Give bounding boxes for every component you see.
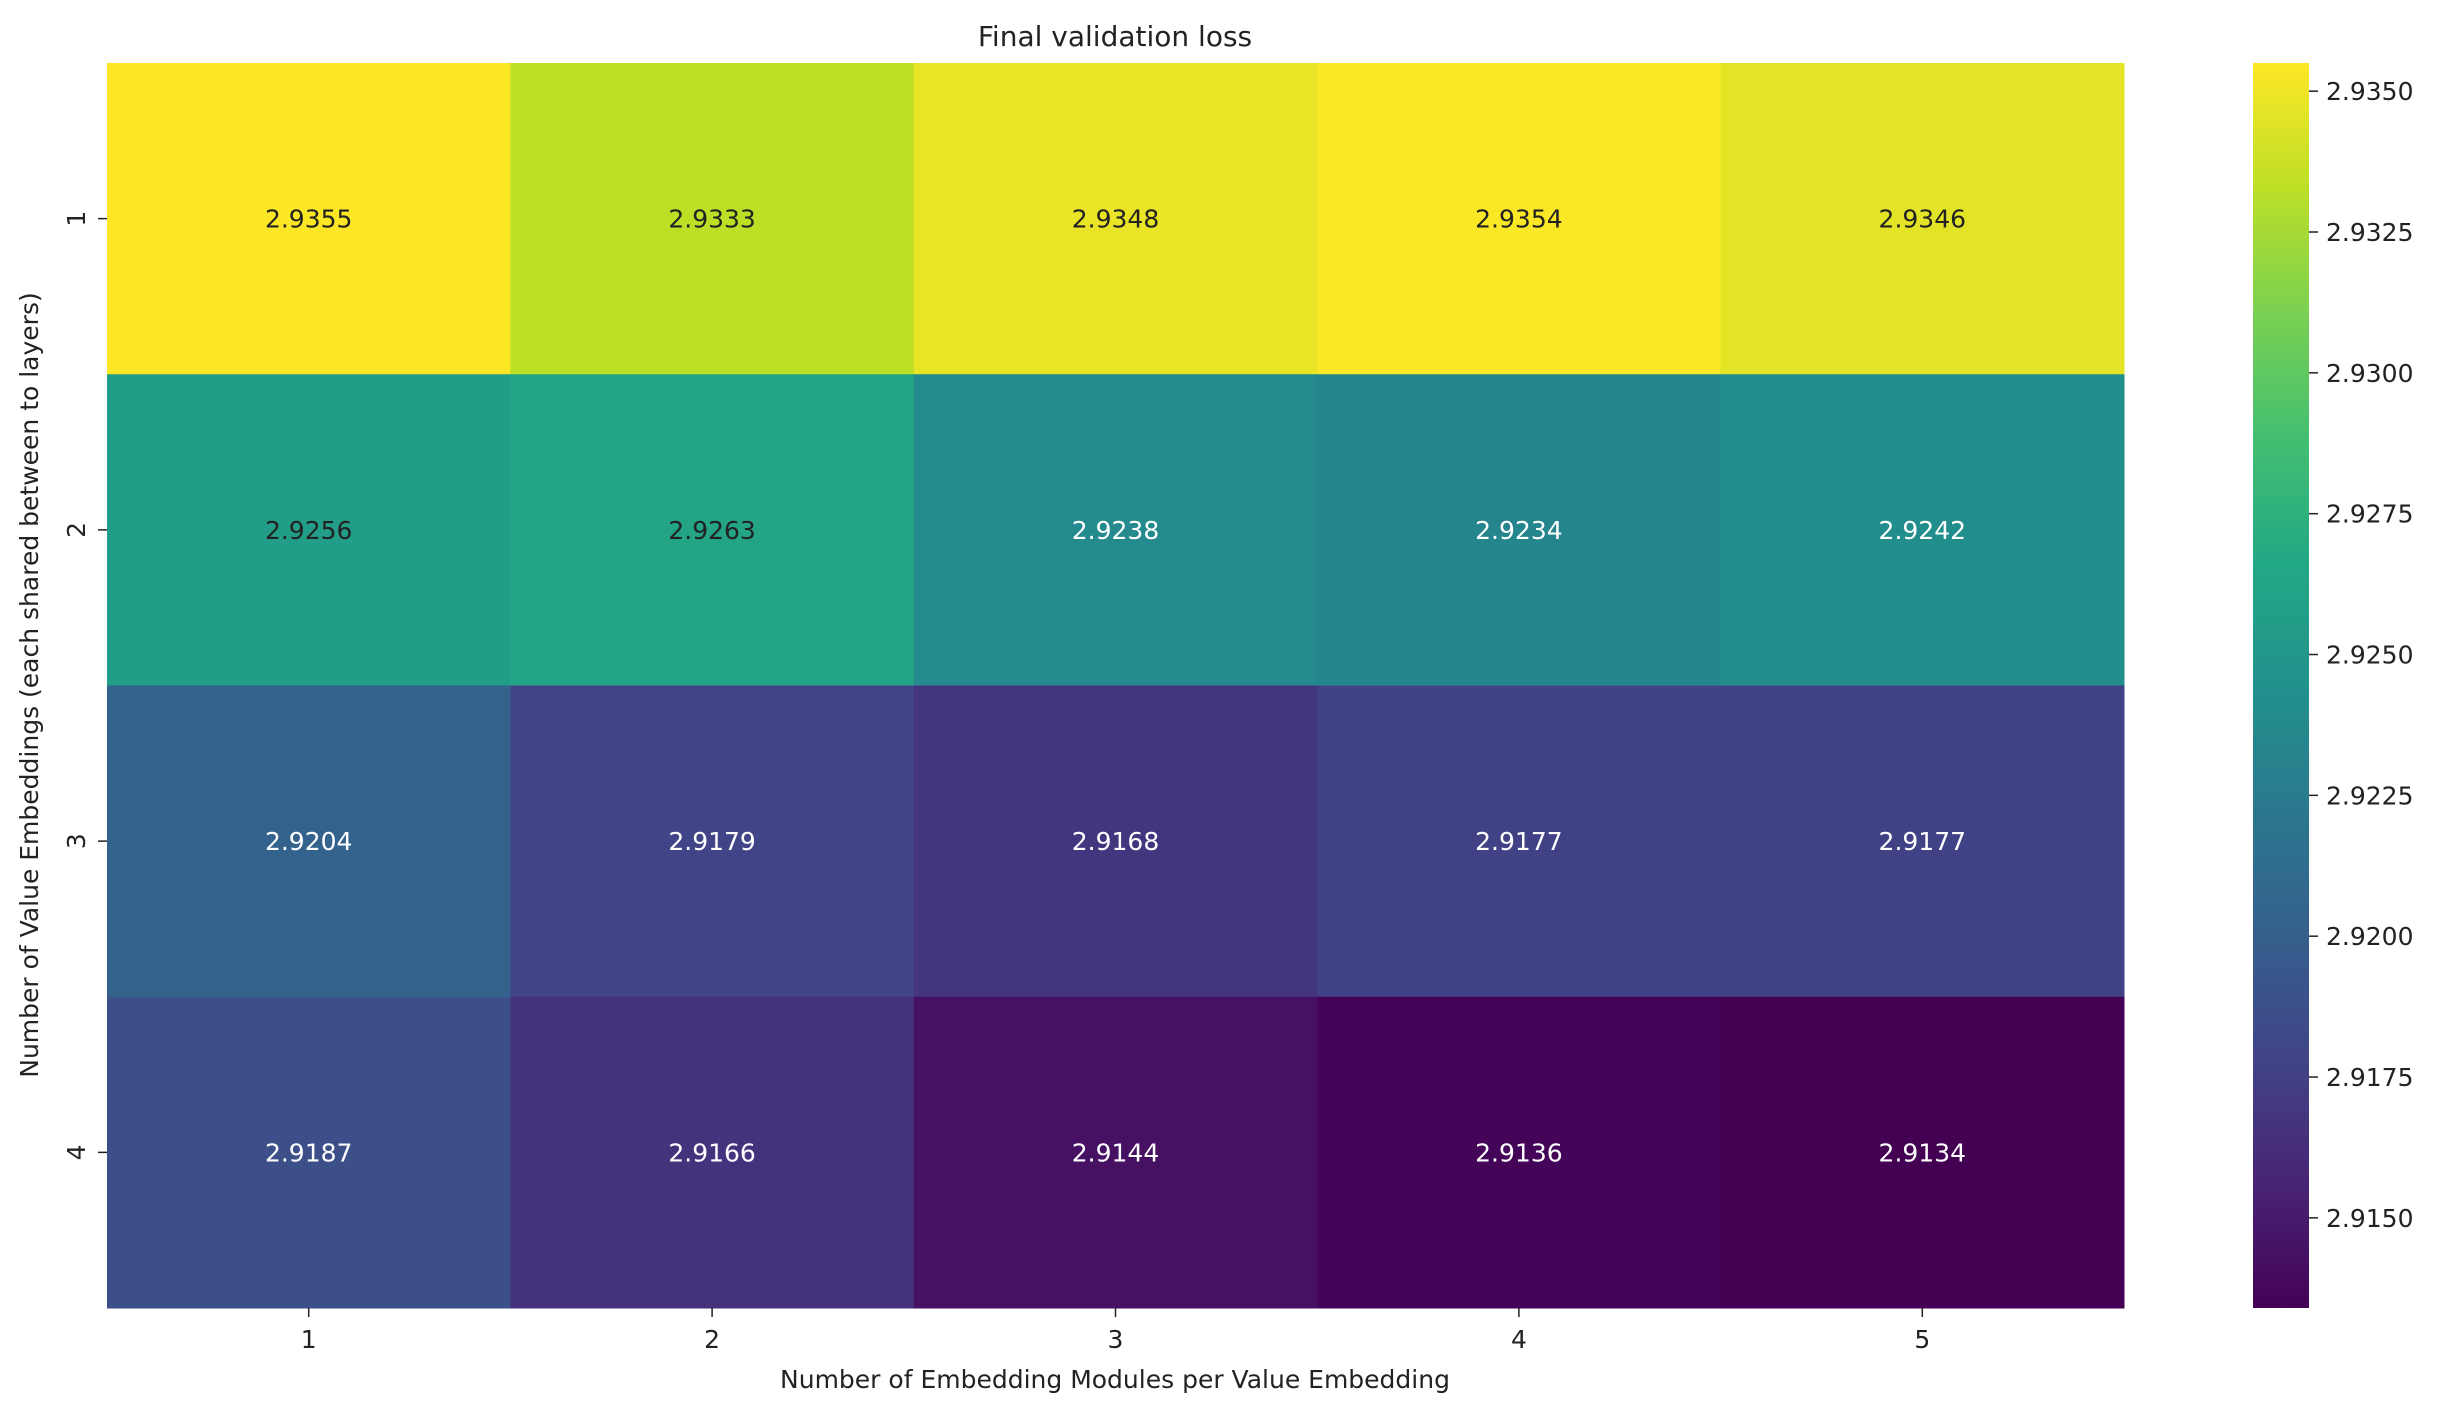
heatmap-cell <box>1317 374 1722 686</box>
cell-value-label: 2.9136 <box>1475 1138 1562 1167</box>
cell-value-label: 2.9355 <box>265 205 352 234</box>
cell-value-label: 2.9263 <box>668 516 755 545</box>
heatmap-cell <box>1317 685 1722 998</box>
x-tick-label: 2 <box>704 1325 720 1354</box>
cell-value-label: 2.9177 <box>1879 827 1966 856</box>
x-tick-label: 4 <box>1511 1325 1527 1354</box>
heatmap-cell <box>913 996 1318 1309</box>
heatmap-cell <box>1720 63 2125 375</box>
colorbar-tick-label: 2.9175 <box>2326 1063 2413 1092</box>
heatmap-cell <box>510 374 915 686</box>
cell-value-label: 2.9346 <box>1879 205 1966 234</box>
heatmap-cell <box>913 374 1318 686</box>
colorbar-tick-label: 2.9225 <box>2326 781 2413 810</box>
colorbar <box>2253 63 2309 1308</box>
colorbar-tick-label: 2.9300 <box>2326 359 2413 388</box>
heatmap-cell <box>1720 996 2125 1309</box>
chart-title: Final validation loss <box>978 20 1252 53</box>
heatmap-cell <box>913 685 1318 998</box>
y-tick-label: 4 <box>62 1144 91 1160</box>
colorbar-ticks: 2.9150 2.9175 2.9200 2.9225 2.9250 2.9275 2.93… <box>2309 77 2413 1233</box>
colorbar-tick-label: 2.9200 <box>2326 922 2413 951</box>
heatmap-cell <box>1720 374 2125 686</box>
y-axis-label: Number of Value Embeddings (each shared … <box>15 292 44 1078</box>
y-axis: 1 2 3 4 <box>62 211 107 1160</box>
heatmap-cells: 2.9355 2.9333 2.9348 2.9354 2.9346 2.9256 2.92… <box>107 63 2125 1309</box>
cell-value-label: 2.9256 <box>265 516 352 545</box>
y-tick-label: 1 <box>62 211 91 227</box>
colorbar-tick-label: 2.9250 <box>2326 641 2413 670</box>
cell-value-label: 2.9144 <box>1072 1138 1159 1167</box>
heatmap-cell <box>1720 685 2125 998</box>
cell-value-label: 2.9333 <box>668 205 755 234</box>
cell-value-label: 2.9168 <box>1072 827 1159 856</box>
cell-value-label: 2.9354 <box>1475 205 1562 234</box>
x-axis-label: Number of Embedding Modules per Value Em… <box>780 1365 1450 1394</box>
colorbar-tick-label: 2.9350 <box>2326 77 2413 106</box>
cell-value-label: 2.9204 <box>265 827 352 856</box>
colorbar-tick-label: 2.9275 <box>2326 500 2413 529</box>
heatmap-cell <box>510 685 915 998</box>
cell-value-label: 2.9134 <box>1879 1138 1966 1167</box>
colorbar-tick-label: 2.9150 <box>2326 1204 2413 1233</box>
x-axis: 1 2 3 4 5 <box>301 1308 1930 1354</box>
heatmap-cell <box>107 996 511 1309</box>
heatmap-cell <box>1317 996 1722 1309</box>
heatmap-cell <box>913 63 1318 375</box>
cell-value-label: 2.9177 <box>1475 827 1562 856</box>
cell-value-label: 2.9179 <box>668 827 755 856</box>
heatmap-cell <box>510 996 915 1309</box>
y-tick-label: 2 <box>62 522 91 538</box>
x-tick-label: 1 <box>301 1325 317 1354</box>
cell-value-label: 2.9348 <box>1072 205 1159 234</box>
cell-value-label: 2.9166 <box>668 1138 755 1167</box>
heatmap-cell <box>1317 63 1722 375</box>
heatmap-cell <box>510 63 915 375</box>
cell-value-label: 2.9242 <box>1879 516 1966 545</box>
heatmap-cell <box>107 63 511 375</box>
heatmap-cell <box>107 374 511 686</box>
cell-value-label: 2.9238 <box>1072 516 1159 545</box>
y-tick-label: 3 <box>62 833 91 849</box>
cell-value-label: 2.9234 <box>1475 516 1562 545</box>
x-tick-label: 5 <box>1914 1325 1930 1354</box>
x-tick-label: 3 <box>1108 1325 1124 1354</box>
heatmap-cell <box>107 685 511 998</box>
cell-value-label: 2.9187 <box>265 1138 352 1167</box>
colorbar-tick-label: 2.9325 <box>2326 218 2413 247</box>
